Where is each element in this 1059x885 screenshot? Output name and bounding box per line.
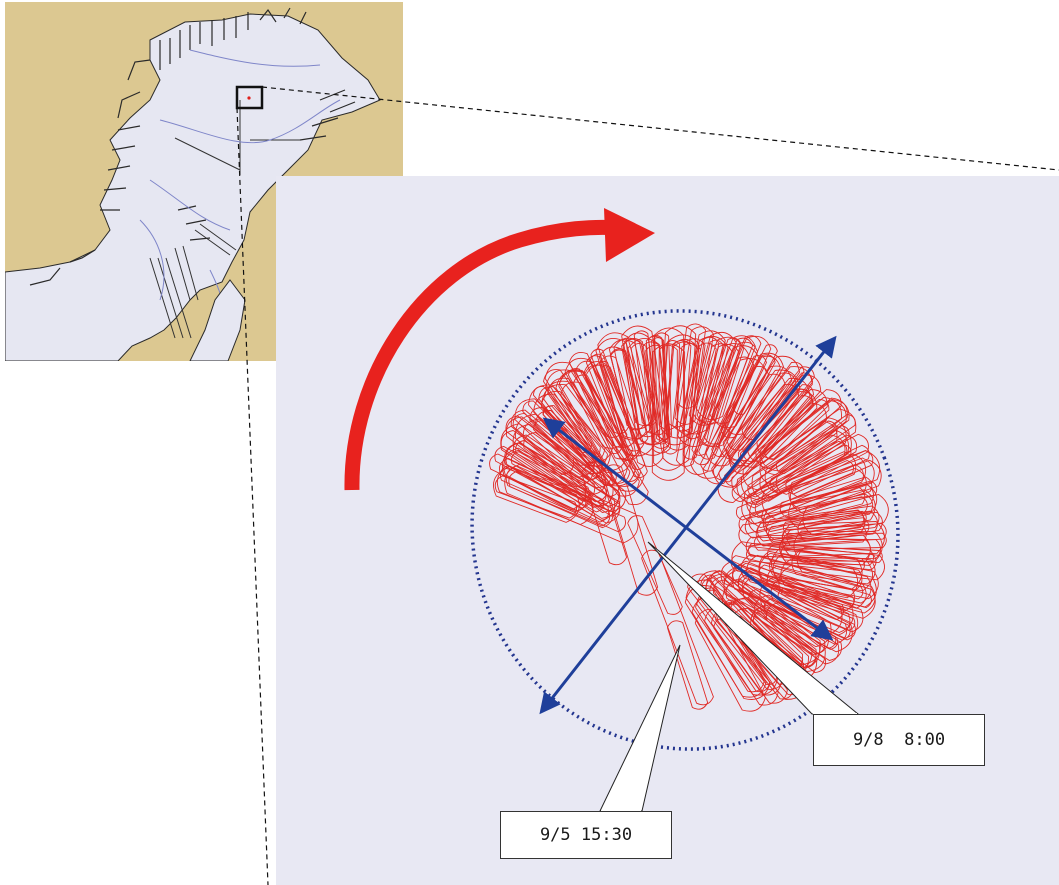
rotation-arrowhead (604, 208, 655, 262)
start-time-label: 9/5 15:30 (500, 811, 672, 859)
swing-circle (470, 309, 900, 751)
selection-square-icon (235, 85, 264, 110)
zoom-connectors (236, 86, 1059, 885)
diameter-arrow-icon-2 (542, 417, 834, 641)
detail-panel (276, 176, 1059, 885)
rotation-arrow-icon (344, 219, 621, 491)
end-time-label: 9/8 8:00 (813, 714, 985, 766)
bay-water (5, 13, 381, 361)
coastline-features (29, 7, 356, 286)
southern-water (189, 279, 246, 361)
target-marker (247, 96, 251, 100)
shipping-channels (149, 100, 300, 339)
